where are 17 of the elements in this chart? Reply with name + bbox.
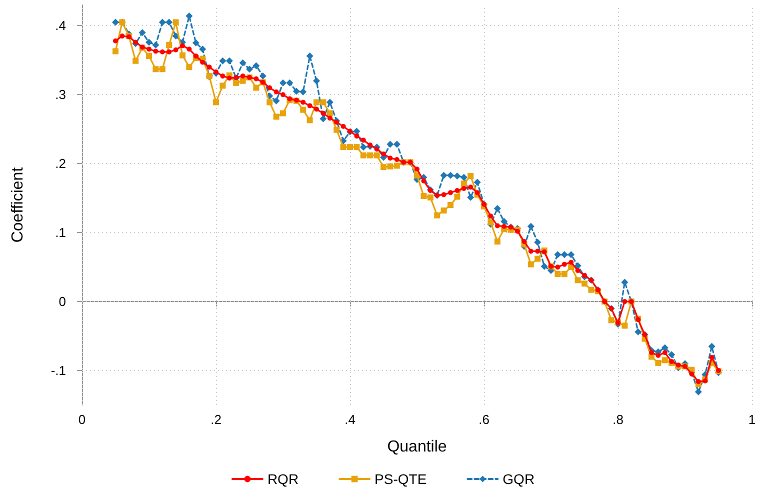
x-tick-label: 1	[748, 412, 756, 427]
x-tick-label: .4	[344, 412, 356, 427]
y-tick-label: .4	[55, 18, 66, 34]
x-tick-label: 0	[78, 412, 86, 427]
y-tick-label: .1	[55, 225, 66, 240]
x-tick-label: .6	[478, 412, 490, 427]
legend-label: RQR	[267, 471, 299, 487]
y-tick-label: .3	[55, 87, 66, 102]
y-axis-title: Coefficient	[10, 166, 26, 243]
legend-label: PS-QTE	[374, 471, 427, 487]
x-tick-label: .8	[612, 412, 624, 427]
y-tick-label: .2	[55, 156, 66, 172]
y-tick-label: -.1	[50, 363, 66, 378]
x-tick-label: .2	[210, 412, 222, 427]
x-axis-title: Quantile	[387, 438, 447, 456]
y-tick-label: 0	[58, 294, 66, 310]
legend-label: GQR	[502, 471, 535, 487]
